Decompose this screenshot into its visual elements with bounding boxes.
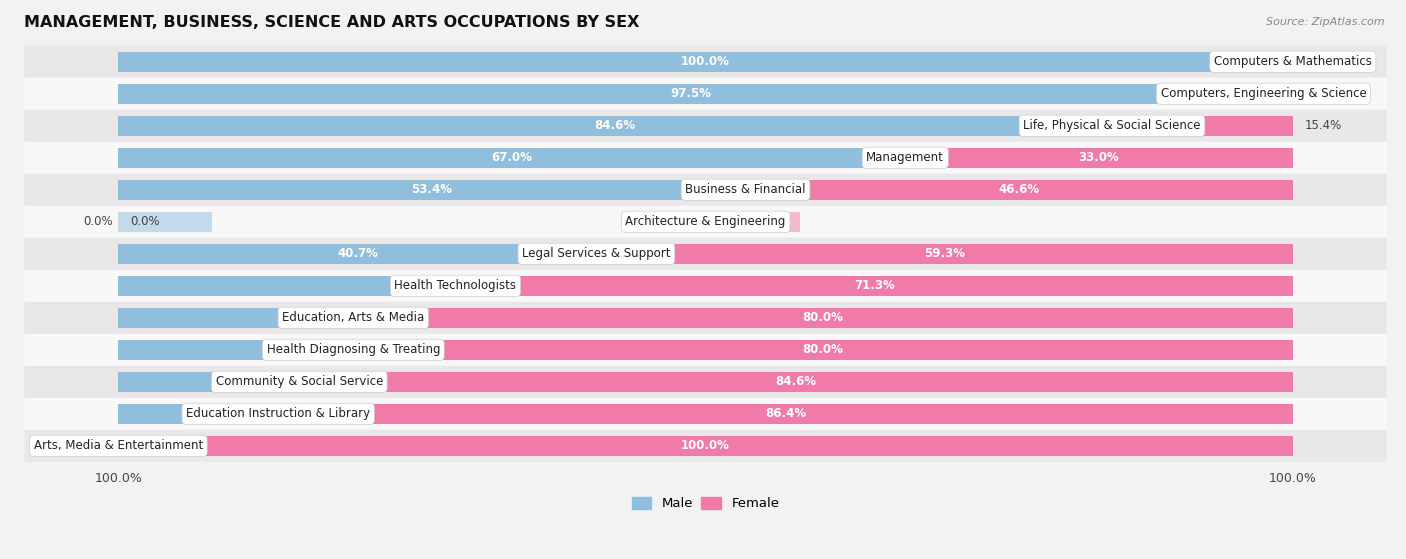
Bar [1264, 84, 1292, 103]
Text: 80.0%: 80.0% [803, 311, 844, 324]
Bar [118, 340, 353, 360]
Bar [706, 212, 800, 231]
Bar [353, 308, 1292, 328]
Text: 20.0%: 20.0% [298, 343, 336, 356]
Bar [278, 404, 1292, 424]
Text: 46.6%: 46.6% [998, 183, 1040, 196]
Text: 0.0%: 0.0% [1305, 55, 1334, 68]
Text: Education Instruction & Library: Education Instruction & Library [186, 408, 370, 420]
Text: Computers & Mathematics: Computers & Mathematics [1213, 55, 1372, 68]
FancyBboxPatch shape [24, 270, 1386, 302]
Text: 100.0%: 100.0% [681, 439, 730, 452]
Bar [905, 148, 1292, 168]
Text: 0.0%: 0.0% [131, 215, 160, 228]
Text: 13.6%: 13.6% [224, 408, 260, 420]
Bar [118, 52, 1292, 72]
Bar [596, 244, 1292, 264]
Text: Source: ZipAtlas.com: Source: ZipAtlas.com [1267, 17, 1385, 27]
Bar [353, 340, 1292, 360]
FancyBboxPatch shape [24, 110, 1386, 142]
FancyBboxPatch shape [24, 206, 1386, 238]
Text: 86.4%: 86.4% [765, 408, 806, 420]
Bar [118, 372, 299, 392]
Text: Computers, Engineering & Science: Computers, Engineering & Science [1160, 87, 1367, 100]
Text: 84.6%: 84.6% [595, 119, 636, 132]
FancyBboxPatch shape [24, 78, 1386, 110]
Text: MANAGEMENT, BUSINESS, SCIENCE AND ARTS OCCUPATIONS BY SEX: MANAGEMENT, BUSINESS, SCIENCE AND ARTS O… [24, 15, 640, 30]
Text: 15.4%: 15.4% [245, 375, 281, 389]
Text: 97.5%: 97.5% [671, 87, 711, 100]
FancyBboxPatch shape [24, 366, 1386, 398]
Text: 100.0%: 100.0% [681, 55, 730, 68]
Text: 53.4%: 53.4% [412, 183, 453, 196]
Bar [118, 244, 596, 264]
Bar [118, 404, 278, 424]
Text: Health Technologists: Health Technologists [395, 280, 516, 292]
Bar [456, 276, 1292, 296]
FancyBboxPatch shape [24, 238, 1386, 270]
Legend: Male, Female: Male, Female [626, 491, 785, 515]
Bar [745, 180, 1292, 200]
FancyBboxPatch shape [24, 142, 1386, 174]
Bar [118, 276, 456, 296]
Bar [1112, 116, 1292, 136]
Text: 80.0%: 80.0% [803, 343, 844, 356]
FancyBboxPatch shape [24, 302, 1386, 334]
Bar [118, 180, 745, 200]
Bar [299, 372, 1292, 392]
Text: 67.0%: 67.0% [492, 151, 533, 164]
Text: Life, Physical & Social Science: Life, Physical & Social Science [1024, 119, 1201, 132]
FancyBboxPatch shape [24, 174, 1386, 206]
Text: Arts, Media & Entertainment: Arts, Media & Entertainment [34, 439, 202, 452]
Text: 2.5%: 2.5% [1305, 87, 1334, 100]
Text: 20.0%: 20.0% [298, 311, 336, 324]
Text: 59.3%: 59.3% [924, 247, 965, 260]
Text: Education, Arts & Media: Education, Arts & Media [283, 311, 425, 324]
FancyBboxPatch shape [24, 398, 1386, 430]
Text: Health Diagnosing & Treating: Health Diagnosing & Treating [267, 343, 440, 356]
Text: Architecture & Engineering: Architecture & Engineering [626, 215, 786, 228]
Text: 84.6%: 84.6% [776, 375, 817, 389]
Text: Management: Management [866, 151, 945, 164]
FancyBboxPatch shape [24, 334, 1386, 366]
Text: Business & Financial: Business & Financial [685, 183, 806, 196]
Text: 33.0%: 33.0% [1078, 151, 1119, 164]
FancyBboxPatch shape [24, 46, 1386, 78]
Text: 28.7%: 28.7% [401, 280, 437, 292]
Bar [118, 148, 905, 168]
Text: 0.0%: 0.0% [83, 215, 112, 228]
Text: 15.4%: 15.4% [1305, 119, 1341, 132]
Bar [118, 84, 1264, 103]
Bar [118, 116, 1112, 136]
Bar [118, 308, 353, 328]
Text: Legal Services & Support: Legal Services & Support [522, 247, 671, 260]
Bar [118, 212, 212, 231]
FancyBboxPatch shape [24, 430, 1386, 462]
Text: 0.0%: 0.0% [83, 439, 112, 452]
Text: Community & Social Service: Community & Social Service [215, 375, 382, 389]
Text: 40.7%: 40.7% [337, 247, 378, 260]
Text: 71.3%: 71.3% [853, 280, 894, 292]
Bar [118, 436, 1292, 456]
